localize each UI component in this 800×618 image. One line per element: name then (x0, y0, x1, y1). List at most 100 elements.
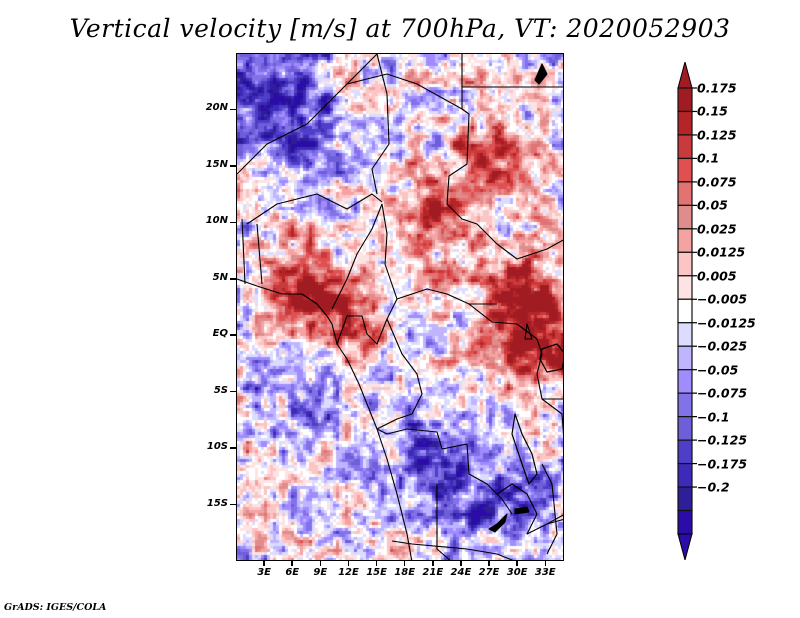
colorbar-swatch (677, 509, 693, 535)
lon-tick-label: 21E (422, 567, 444, 578)
lake-tanganyika (511, 413, 538, 485)
border-cameroon-car (381, 203, 398, 320)
lat-tick (230, 390, 236, 393)
colorbar-swatch (677, 134, 693, 160)
chart-title: Vertical velocity [m/s] at 700hPa, VT: 2… (69, 14, 731, 43)
lake-mweru (514, 506, 530, 515)
colorbar-swatch (677, 275, 693, 300)
country-borders (237, 54, 563, 560)
lon-tick (291, 561, 293, 566)
grads-credit: GrADS: IGES/COLA (4, 602, 107, 613)
lat-tick-label: 5N (212, 271, 228, 283)
lon-tick-label: 18E (394, 567, 416, 578)
colorbar-swatch (677, 462, 693, 488)
colorbar-swatch (677, 345, 693, 371)
colorbar-label: −0.1 (697, 409, 730, 425)
lon-tick (375, 561, 378, 566)
colorbar-label: −0.175 (697, 456, 748, 472)
border-benin-togo (256, 223, 263, 285)
colorbar-arrow-max (677, 62, 693, 89)
lat-tick-label: 20N (205, 102, 228, 114)
border-niger-chad (371, 54, 390, 195)
border-congo-drc (376, 318, 423, 430)
lat-tick (230, 503, 236, 506)
colorbar-swatch (677, 392, 693, 418)
lat-tick (230, 278, 236, 280)
colorbar-label: 0.005 (697, 268, 737, 284)
lake-nasser (534, 63, 548, 85)
lon-tick (544, 561, 546, 566)
colorbar-swatch (677, 369, 693, 394)
border-car-drc (396, 288, 497, 305)
lat-tick-label: 5S (213, 384, 228, 396)
lake-victoria (539, 343, 563, 373)
colorbar-label: 0.0125 (697, 244, 746, 260)
border-algeria-niger (237, 54, 378, 175)
lon-tick (460, 561, 462, 566)
lon-tick (516, 561, 518, 566)
lon-tick-label: 30E (506, 567, 528, 578)
lat-tick-label: 10N (205, 215, 228, 227)
colorbar-label: −0.125 (697, 432, 748, 448)
lon-tick (319, 561, 322, 566)
lon-tick-label: 33E (534, 567, 556, 578)
lat-tick (230, 447, 236, 449)
lat-tick (230, 334, 236, 336)
colorbar-label: 0.075 (697, 174, 737, 190)
lat-tick-label: 15N (205, 158, 228, 170)
lon-tick (488, 561, 490, 566)
lat-tick-label: 10S (206, 441, 228, 453)
colorbar-label: −0.005 (697, 291, 748, 307)
lon-tick (403, 561, 406, 566)
border-niger-nigeria (246, 193, 383, 225)
border-sudan-southsudan (476, 223, 563, 260)
colorbar-swatch (677, 87, 693, 113)
lon-tick-label: 3E (257, 567, 272, 578)
colorbar-swatch (677, 416, 693, 441)
colorbar-label: −0.075 (697, 385, 748, 401)
colorbar-label: 0.15 (697, 103, 728, 119)
colorbar (677, 62, 697, 560)
lat-tick (230, 165, 236, 167)
lon-tick-label: 9E (313, 567, 328, 578)
colorbar-swatch (677, 228, 693, 253)
border-uganda-kenya (536, 338, 563, 400)
border-tanzania (541, 398, 563, 435)
colorbar-swatch (677, 486, 693, 512)
colorbar-swatch (677, 110, 693, 136)
vertical-velocity-field (237, 54, 563, 560)
border-angola-zambia (436, 484, 451, 560)
colorbar-label: −0.2 (697, 479, 730, 495)
colorbar-swatch (677, 204, 693, 230)
border-mozambique-malawi (541, 463, 558, 555)
colorbar-swatch (677, 181, 693, 206)
colorbar-swatch (677, 251, 693, 277)
border-gabon-congo (336, 315, 388, 345)
colorbar-arrow-min (677, 533, 693, 560)
lat-tick-label: EQ (212, 328, 228, 340)
border-chad-sudan (446, 108, 478, 225)
lon-tick (263, 561, 265, 566)
colorbar-label: −0.0125 (697, 315, 756, 331)
border-angola-namibia (391, 540, 514, 560)
colorbar-swatch (677, 157, 693, 183)
border-southsudan-drc (468, 303, 538, 340)
lat-tick (230, 108, 236, 111)
lon-tick-label: 12E (338, 567, 359, 578)
colorbar-label: 0.125 (697, 127, 737, 143)
map-plot-area (236, 53, 564, 561)
lat-tick (230, 221, 236, 224)
lon-tick (432, 561, 434, 566)
colorbar-label: 0.025 (697, 221, 737, 237)
lake-malawi (488, 513, 508, 533)
coast-west-africa (237, 278, 413, 560)
colorbar-swatch (677, 322, 693, 347)
colorbar-label: 0.05 (697, 197, 728, 213)
colorbar-label: −0.05 (697, 362, 739, 378)
border-nigeria-cameroon (331, 203, 383, 310)
border-ghana (241, 218, 246, 285)
colorbar-label: 0.175 (697, 80, 737, 96)
border-drc-angola (376, 428, 513, 515)
lon-tick-label: 6E (285, 567, 300, 578)
colorbar-label: 0.1 (697, 150, 720, 166)
